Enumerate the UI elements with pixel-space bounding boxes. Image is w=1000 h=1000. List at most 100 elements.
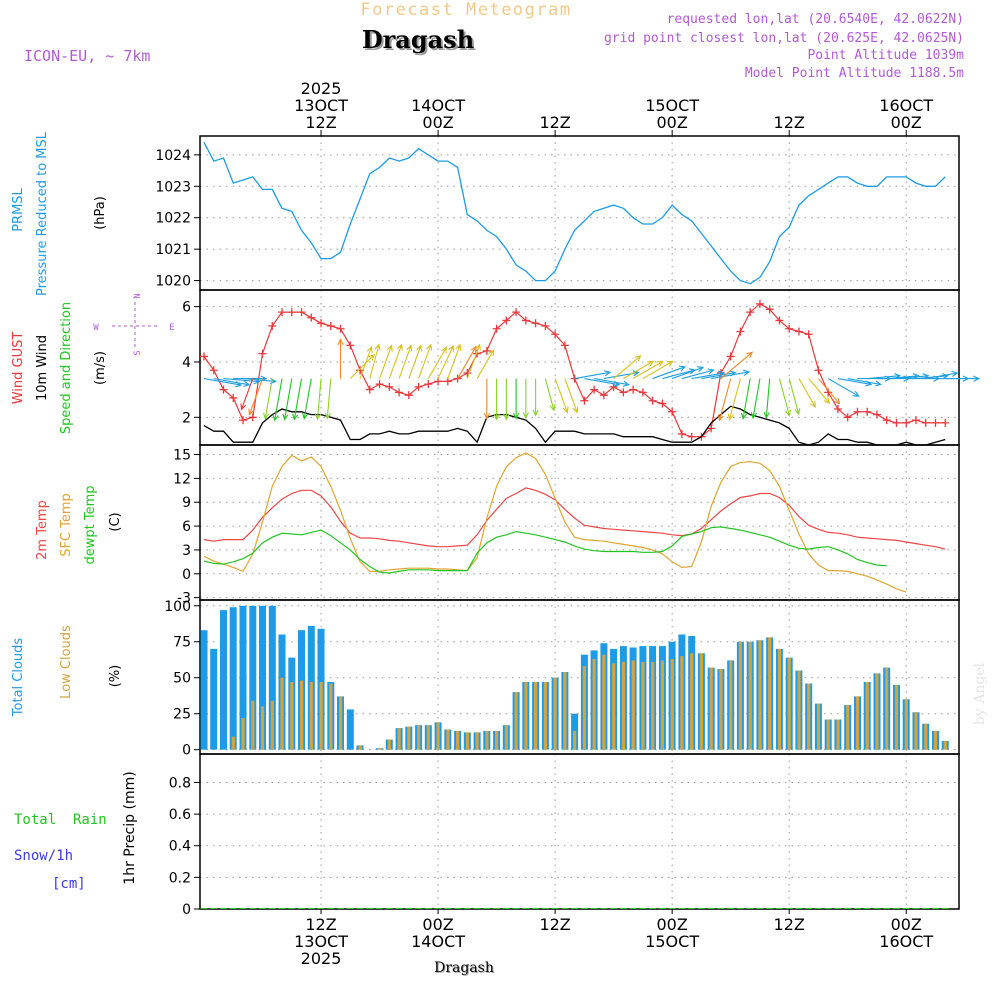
low-cloud-bar [865, 682, 869, 750]
rain-bar [834, 908, 842, 909]
gust-marker [463, 369, 472, 378]
low-cloud-bar [241, 718, 245, 750]
rain-bar [688, 908, 696, 909]
bottom-time-label: 00Z [422, 915, 453, 934]
rain-bar [229, 908, 237, 909]
low-cloud-bar [514, 692, 518, 750]
gust-marker [268, 321, 277, 330]
wind-arrow [886, 373, 920, 380]
gust-marker [755, 299, 764, 308]
gust-marker [785, 324, 794, 333]
wind-arrow [671, 366, 705, 380]
rain-bar [639, 908, 647, 909]
total-cloud-bar [220, 610, 227, 750]
rain-bar [580, 908, 588, 909]
total-cloud-bar [210, 648, 218, 750]
temp-tick-label: 6 [182, 519, 191, 535]
rain-bar [697, 908, 705, 909]
temp-tick-label: 12 [173, 471, 191, 487]
bottom-time-label: 12Z [305, 915, 336, 934]
gust-marker [687, 432, 696, 441]
gust-marker [560, 341, 569, 350]
rain-bar [756, 908, 764, 909]
pressure-y-ticks: 1020 1021 1022 1023 1024 [155, 148, 200, 290]
wind-arrow [740, 378, 751, 421]
low-cloud-bar [924, 723, 928, 750]
wind-tick-label: 2 [182, 410, 191, 426]
rain-bar [649, 908, 657, 909]
rain-bar [541, 908, 549, 909]
gust-marker [326, 321, 335, 330]
low-cloud-bar [485, 731, 489, 750]
top-time-label: 16OCT [879, 96, 933, 115]
rain-bar [766, 908, 774, 909]
pressure-label-prmsl: PRMSL [11, 187, 26, 231]
temp-tick-label: 3 [182, 543, 191, 559]
wind-y-ticks: 2 4 6 [182, 300, 200, 426]
low-cloud-bar [719, 669, 723, 750]
rain-bar [200, 908, 208, 909]
low-cloud-bar [836, 719, 840, 750]
total-cloud-bar [259, 605, 266, 750]
rain-bar [707, 908, 715, 909]
bottom-time-label: 12Z [774, 915, 805, 934]
rain-bar [590, 908, 598, 909]
clouds-tick-label: 100 [164, 599, 191, 615]
low-cloud-bar [592, 659, 596, 750]
top-time-label: 15OCT [645, 96, 699, 115]
low-cloud-bar [436, 722, 440, 750]
rain-bar [210, 908, 218, 909]
wind-arrow [263, 378, 273, 421]
bottom-time-label: 12Z [539, 915, 570, 934]
wind-frame [199, 289, 960, 446]
wind-arrow [337, 338, 344, 379]
bottom-time-label: 13OCT [294, 932, 348, 951]
rain-bar [268, 908, 276, 909]
rain-bar [717, 908, 725, 909]
low-cloud-bar [933, 731, 938, 750]
gust-marker [424, 380, 433, 389]
temp-panel: 2m Temp SFC Temp dewpt Temp (C) -3 0 3 6 9 12… [35, 448, 946, 607]
rain-bar [785, 908, 793, 909]
rain-bar [288, 908, 296, 909]
low-cloud-bar [680, 656, 684, 750]
wind-arrow [324, 378, 332, 420]
wind-arrow [613, 355, 642, 379]
rain-bar [941, 908, 949, 909]
gust-marker [239, 416, 248, 425]
total-cloud-bar [229, 607, 237, 750]
rain-bar [863, 908, 871, 909]
bottom-time-label: 14OCT [411, 932, 465, 951]
wind-panel: Wind GUST 10m Wind Speed and Direction (… [11, 293, 981, 446]
gust-marker [385, 382, 394, 391]
rain-bar [922, 908, 930, 909]
rain-bar [415, 908, 423, 909]
low-cloud-bar [465, 732, 469, 750]
point-altitude: Point Altitude 1039m [807, 48, 964, 63]
gust-marker [375, 380, 384, 389]
bottom-time-label: 00Z [656, 915, 687, 934]
rain-bar [746, 908, 754, 909]
total-clouds-label: Total Clouds [11, 638, 26, 718]
low-cloud-bar [651, 661, 655, 750]
precip-tick-label: 0.4 [169, 839, 191, 855]
gust-marker [726, 352, 735, 361]
gust-marker [551, 330, 560, 339]
gust-marker [863, 407, 872, 416]
wind-arrow [847, 378, 883, 387]
compass-south: S [133, 350, 143, 355]
gust-marker [668, 407, 677, 416]
low-cloud-bar [426, 725, 430, 750]
gust-marker [638, 388, 647, 397]
top-time-label: 00Z [656, 113, 687, 132]
bottom-time-label: 16OCT [879, 932, 933, 951]
rain-bar [805, 908, 813, 909]
gust-marker [365, 385, 374, 394]
wind-arrow [750, 378, 761, 420]
low-cloud-bar [729, 660, 733, 750]
low-cloud-bar [329, 683, 333, 750]
wind-arrow [369, 343, 381, 379]
pressure-series-line [203, 141, 946, 285]
